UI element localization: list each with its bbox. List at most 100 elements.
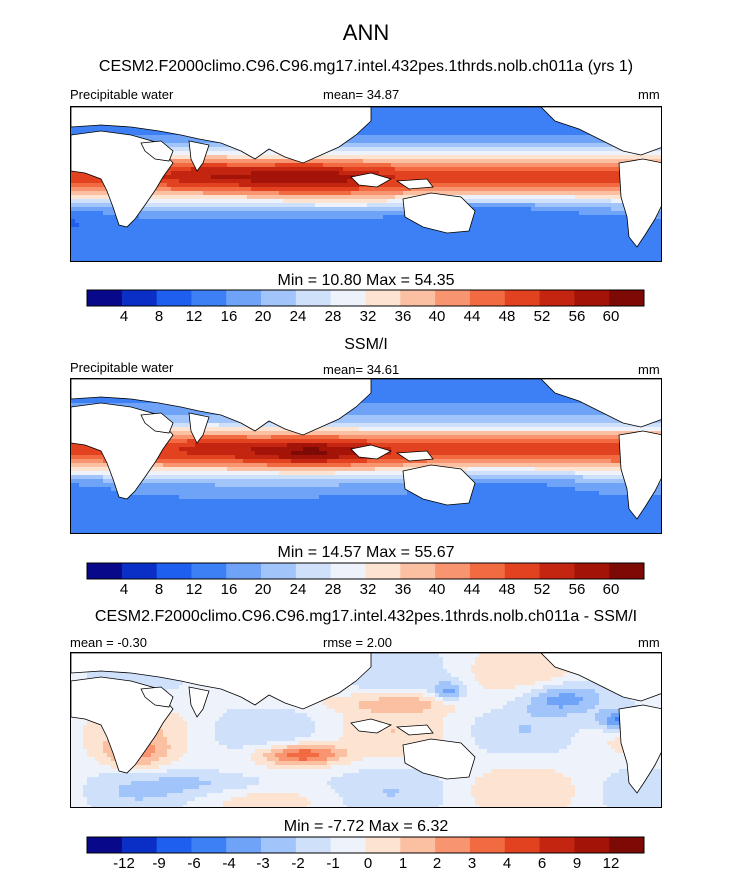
field-cell (87, 211, 92, 216)
field-cell (599, 159, 604, 164)
field-cell (491, 239, 496, 244)
field-cell (291, 219, 296, 224)
field-cell (567, 219, 572, 224)
field-cell (391, 111, 396, 116)
field-cell (119, 131, 124, 136)
field-cell (299, 183, 304, 188)
field-cell (335, 223, 340, 228)
field-cell (259, 175, 264, 180)
field-cell (443, 231, 448, 236)
field-cell (179, 179, 184, 184)
field-cell (171, 195, 176, 200)
field-cell (251, 159, 256, 164)
field-cell (267, 183, 272, 188)
field-cell (591, 211, 596, 216)
field-cell (423, 175, 428, 180)
field-cell (163, 227, 168, 232)
field-cell (327, 183, 332, 188)
field-cell (167, 231, 172, 236)
field-cell (323, 239, 328, 244)
field-cell (355, 167, 360, 172)
field-cell (435, 191, 440, 196)
field-cell (75, 219, 80, 224)
field-cell (179, 215, 184, 220)
field-cell (455, 131, 460, 136)
field-cell (375, 151, 380, 156)
field-cell (579, 211, 584, 216)
field-cell (119, 227, 124, 232)
field-cell (299, 235, 304, 240)
field-cell (131, 235, 136, 240)
field-cell (587, 183, 592, 188)
field-cell (563, 227, 568, 232)
field-cell (427, 179, 432, 184)
field-cell (547, 187, 552, 192)
field-cell (159, 231, 164, 236)
field-cell (351, 207, 356, 212)
field-cell (323, 179, 328, 184)
field-cell (175, 167, 180, 172)
field-cell (207, 235, 212, 240)
field-cell (175, 151, 180, 156)
field-cell (367, 155, 372, 160)
field-cell (539, 159, 544, 164)
field-cell (363, 139, 368, 144)
field-cell (147, 207, 152, 212)
field-cell (443, 147, 448, 152)
field-cell (567, 195, 572, 200)
field-cell (467, 231, 472, 236)
field-cell (567, 231, 572, 236)
field-cell (187, 151, 192, 156)
field-cell (439, 119, 444, 124)
field-cell (515, 219, 520, 224)
field-cell (143, 207, 148, 212)
field-cell (439, 171, 444, 176)
field-cell (547, 231, 552, 236)
field-cell (611, 215, 616, 220)
field-cell (607, 227, 612, 232)
field-cell (395, 135, 400, 140)
field-cell (547, 123, 552, 128)
field-cell (335, 179, 340, 184)
field-cell (403, 159, 408, 164)
field-cell (511, 195, 516, 200)
field-cell (487, 175, 492, 180)
field-cell (519, 127, 524, 132)
field-cell (347, 239, 352, 244)
field-cell (115, 239, 120, 244)
field-cell (243, 235, 248, 240)
field-cell (499, 123, 504, 128)
field-cell (331, 211, 336, 216)
field-cell (143, 211, 148, 216)
field-cell (579, 163, 584, 168)
field-cell (503, 191, 508, 196)
field-cell (175, 155, 180, 160)
field-cell (235, 163, 240, 168)
field-cell (107, 211, 112, 216)
field-cell (607, 179, 612, 184)
field-cell (343, 227, 348, 232)
field-cell (295, 239, 300, 244)
field-cell (519, 235, 524, 240)
field-cell (191, 199, 196, 204)
field-cell (83, 179, 88, 184)
field-cell (347, 143, 352, 148)
field-cell (351, 203, 356, 208)
field-cell (595, 191, 600, 196)
field-cell (187, 223, 192, 228)
field-cell (163, 135, 168, 140)
field-cell (467, 151, 472, 156)
field-cell (79, 203, 84, 208)
field-cell (215, 235, 220, 240)
field-cell (591, 231, 596, 236)
field-cell (175, 187, 180, 192)
field-cell (355, 135, 360, 140)
field-cell (335, 239, 340, 244)
field-cell (383, 171, 388, 176)
field-cell (275, 171, 280, 176)
field-cell (235, 199, 240, 204)
field-cell (527, 159, 532, 164)
field-cell (427, 115, 432, 120)
field-cell (223, 227, 228, 232)
field-cell (535, 123, 540, 128)
